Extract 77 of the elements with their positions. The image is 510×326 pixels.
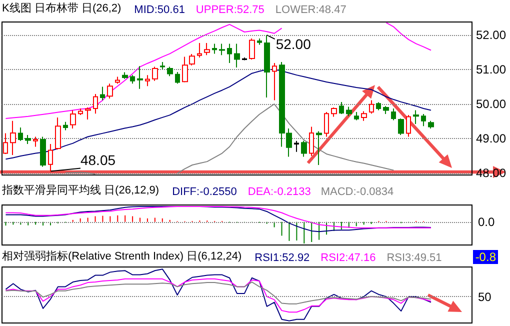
y-tick-label: 52.00	[476, 28, 506, 42]
candlestick	[85, 106, 91, 120]
candlestick	[122, 72, 128, 80]
candlestick	[182, 56, 188, 83]
candlestick	[369, 100, 374, 114]
candlestick	[197, 42, 202, 58]
candlestick	[3, 132, 8, 154]
candlestick	[55, 116, 61, 150]
candlestick	[70, 110, 76, 129]
candlestick	[160, 61, 165, 70]
series-label: RSI1:52.92	[254, 252, 310, 264]
candlestick	[398, 118, 404, 136]
candlestick	[10, 120, 16, 156]
candlestick	[137, 66, 143, 90]
candlestick	[361, 110, 367, 122]
y-tick-label: 49.00	[476, 131, 506, 146]
candlestick	[309, 126, 314, 157]
candlestick	[219, 43, 225, 56]
candlestick	[324, 111, 329, 138]
candlestick	[78, 108, 83, 116]
candlestick	[376, 102, 381, 111]
candlestick	[40, 136, 46, 168]
text: RSI3:49.51	[386, 252, 442, 264]
candlestick	[33, 136, 38, 148]
series-label: DEA:-0.2133	[248, 186, 311, 198]
chart-title: K线图 日布林带 日(26,2)	[2, 2, 122, 14]
candlestick	[383, 106, 389, 115]
y-tick-label: 50.00	[476, 97, 506, 112]
text: RSI2:47.16	[320, 252, 376, 264]
candlestick	[294, 140, 299, 152]
candlestick	[145, 74, 150, 87]
candlestick	[354, 111, 359, 121]
candlestick	[421, 114, 426, 127]
candlestick	[107, 83, 113, 99]
text: MID:50.61	[134, 4, 185, 16]
chart-title: 相对强弱指标(Relative Strenth Index) 日(6,12,24)	[2, 250, 242, 262]
candlestick	[406, 114, 411, 138]
candlestick	[189, 54, 195, 66]
candlestick	[63, 121, 68, 131]
text: -0.8	[473, 250, 498, 264]
candlestick	[212, 43, 217, 54]
text: LOWER:48.47	[275, 4, 346, 16]
candlestick	[391, 108, 396, 121]
chart-title: 指数平滑异同平均线 日(26,12,9)	[1, 184, 160, 196]
series-label: UPPER:52.75	[196, 4, 264, 16]
candlestick	[346, 106, 352, 117]
candlestick	[257, 38, 262, 46]
candlestick	[242, 56, 247, 61]
candlestick	[175, 71, 180, 84]
candlestick	[428, 120, 434, 129]
candlestick	[25, 134, 31, 144]
candlestick	[234, 43, 240, 68]
candlestick	[272, 62, 277, 101]
candlestick	[18, 126, 23, 142]
annotation: 52.00	[276, 36, 312, 52]
candlestick	[48, 143, 53, 172]
candlestick	[339, 101, 344, 115]
candlestick	[301, 140, 307, 158]
candlestick	[249, 38, 255, 60]
candlestick	[204, 42, 210, 56]
candlestick	[167, 66, 173, 77]
candlestick	[115, 76, 120, 84]
candlestick	[152, 66, 158, 82]
annotation: 48.05	[80, 152, 116, 168]
candlestick	[130, 74, 135, 84]
text: MACD:-0.0834	[320, 185, 394, 199]
text: 50	[477, 290, 492, 304]
candlestick	[264, 34, 270, 98]
y-tick-label: 51.00	[476, 62, 506, 77]
candlestick	[331, 106, 337, 118]
candlestick	[413, 110, 419, 124]
candlestick	[93, 94, 98, 114]
candlestick	[100, 86, 105, 101]
series-label: DIFF:-0.2550	[172, 186, 237, 198]
candlestick	[227, 43, 232, 64]
ref-line-label: 0.0	[478, 214, 496, 229]
candlestick	[316, 130, 322, 166]
